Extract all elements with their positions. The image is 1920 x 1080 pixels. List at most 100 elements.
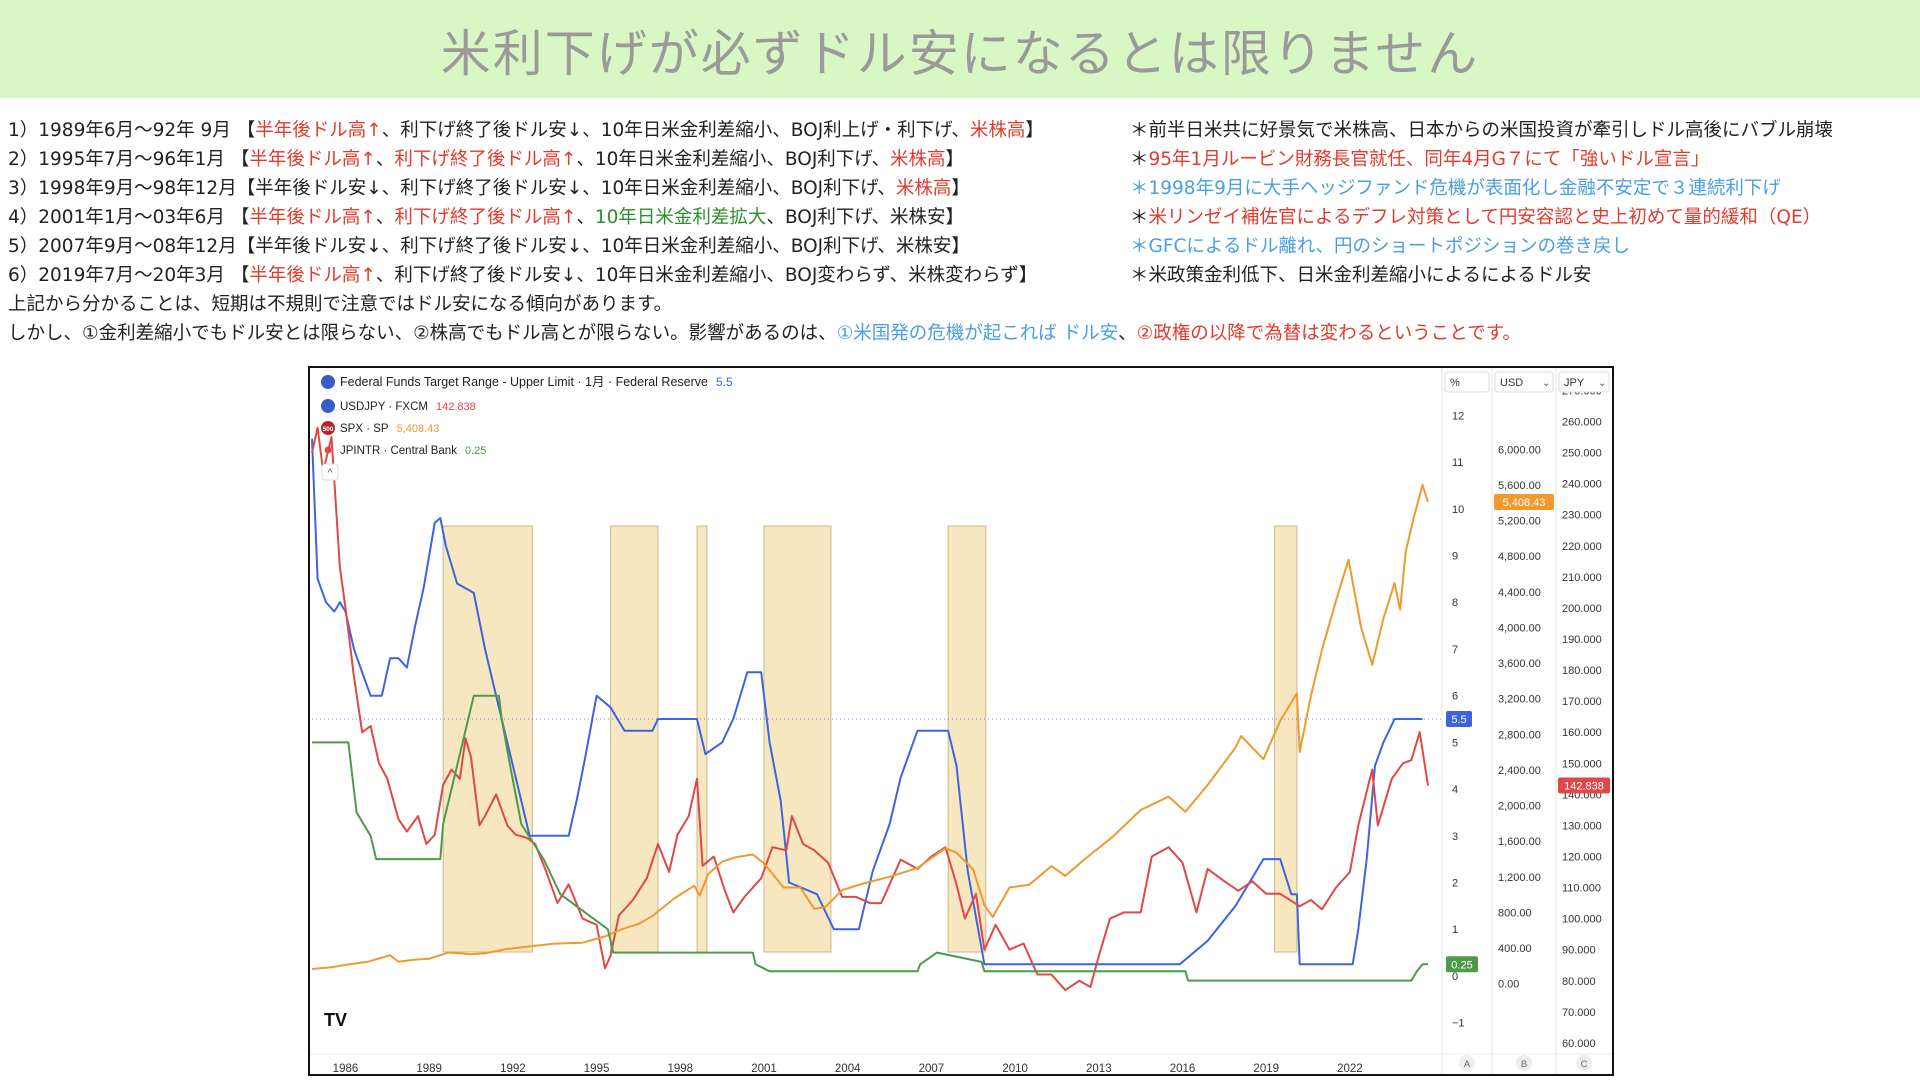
pct-axis-header: % — [1450, 377, 1460, 389]
pct-tick-label: 4 — [1452, 784, 1458, 796]
usd-tick-label: 5,200.00 — [1498, 516, 1541, 528]
x-tick-label: 2010 — [1002, 1063, 1028, 1074]
jpy-tick-label: 120.000 — [1562, 851, 1602, 863]
note-lhs: 6）2019年7月～20年3月 【半年後ドル高↑、利下げ終了後ドル安↓、10年日… — [8, 261, 1037, 290]
pct-tick-label: 2 — [1452, 878, 1458, 890]
note-segment: 利下げ終了後ドル高↑ — [394, 149, 577, 170]
chevron-down-icon: ⌄ — [1598, 378, 1606, 389]
jpy-tick-label: 230.000 — [1562, 510, 1602, 522]
spx-line — [311, 483, 1429, 970]
note-lhs: 2）1995年7月～96年1月 【半年後ドル高↑、利下げ終了後ドル高↑、10年日… — [8, 145, 964, 174]
ffr-price-label: 5.5 — [1451, 714, 1466, 726]
pct-tick-label: 6 — [1452, 691, 1458, 703]
note-segment: 】 — [945, 149, 965, 170]
note-segment: 4）2001年1月～03年6月 【 — [8, 207, 250, 228]
note-line-6: 6）2019年7月～20年3月 【半年後ドル高↑、利下げ終了後ドル安↓、10年日… — [8, 261, 1918, 290]
usd-tick-label: 2,000.00 — [1498, 801, 1541, 813]
note-segment: 、利下げ終了後ドル安↓、10年日米金利差縮小、BOJ変わらず、米株変わらず】 — [375, 265, 1038, 286]
jpy-tick-label: 180.000 — [1562, 665, 1602, 677]
note-segment: ＊米政策金利低下、日米金利差縮小によるによるドル安 — [1130, 265, 1592, 286]
note-segment: 1）1989年6月～92年 9月 【 — [8, 120, 256, 141]
note-rhs: ＊米リンゼイ補佐官によるデフレ対策として円安容認と史上初めて量的緩和（QE） — [1130, 203, 1821, 232]
pct-tick-label: 8 — [1452, 597, 1458, 609]
note-segment: 6）2019年7月～20年3月 【 — [8, 265, 250, 286]
chevron-down-icon: ⌄ — [1542, 378, 1550, 389]
shaded-period — [1274, 525, 1298, 953]
shaded-period — [610, 525, 659, 953]
flag-icon — [321, 375, 335, 389]
note-segment: ②政権の以降で為替は変わるということです。 — [1136, 323, 1521, 344]
note-segment: 、 — [576, 207, 595, 228]
title-banner: 米利下げが必ずドル安になるとは限りません — [0, 0, 1920, 98]
note-segment: 半年後ドル高↑ — [249, 265, 376, 286]
spx-price-tag — [1494, 493, 1554, 510]
jpintr-line — [312, 694, 1428, 982]
pct-tick-label: 11 — [1452, 457, 1463, 469]
note-segment: 、 — [375, 207, 395, 228]
shaded-period — [947, 525, 987, 953]
jpy-tick-label: 220.000 — [1562, 541, 1602, 553]
x-tick-label: 1992 — [500, 1063, 526, 1074]
note-segment: 2）1995年7月～96年1月 【 — [8, 149, 250, 170]
x-tick-label: 1998 — [667, 1063, 693, 1074]
usdjpy-line — [311, 426, 1429, 992]
jpy-tick-label: 200.000 — [1562, 603, 1602, 615]
legend-series-name: JPINTR · Central Bank — [340, 445, 457, 457]
x-tick-label: 2004 — [835, 1063, 861, 1074]
note-segment: ＊1998年9月に大手ヘッジファンド危機が表面化し金融不安定で３連続利下げ — [1130, 178, 1781, 199]
jpy-tick-label: 150.000 — [1562, 758, 1602, 770]
chart-svg: 1986 1989 1992 1995 1998 2001 2004 2007 2010 2013… — [310, 368, 1612, 1074]
note-segment: 5）2007年9月～08年12月【半年後ドル安↓、利下げ終了後ドル安↓、10年日… — [8, 236, 970, 257]
note-line-2: 2）1995年7月～96年1月 【半年後ドル高↑、利下げ終了後ドル高↑、10年日… — [8, 145, 1918, 174]
axis-footer-label: C — [1581, 1059, 1588, 1070]
usd-tick-label: 2,800.00 — [1498, 729, 1541, 741]
pct-tick-label: 10 — [1452, 504, 1464, 516]
note-rhs: ＊GFCによるドル離れ、円のショートポジションの巻き戻し — [1130, 232, 1630, 261]
legend-series-value: 142.838 — [436, 401, 476, 413]
note-line-8: しかし、①金利差縮小でもドル安とは限らない、②株高でもドル高とが限らない。影響が… — [8, 319, 1918, 348]
chevron-up-icon: ^ — [328, 468, 333, 479]
note-segment: 上記から分かることは、短期は不規則で注意ではドル安になる傾向があります。 — [8, 294, 673, 315]
legend-series-name: USDJPY · FXCM — [340, 401, 428, 413]
jpy-tick-label: 80.000 — [1562, 976, 1596, 988]
note-lhs: 4）2001年1月～03年6月 【半年後ドル高↑、利下げ終了後ドル高↑、10年日… — [8, 203, 964, 232]
tradingview-logo: TV — [324, 1010, 347, 1030]
usd-tick-label: 1,600.00 — [1498, 836, 1541, 848]
x-tick-label: 2019 — [1253, 1063, 1279, 1074]
note-line-3: 3）1998年9月～98年12月【半年後ドル安↓、利下げ終了後ドル安↓、10年日… — [8, 174, 1918, 203]
x-tick-label: 2013 — [1086, 1063, 1112, 1074]
usd-tick-label: 2,400.00 — [1498, 765, 1541, 777]
pct-tick-label: 12 — [1452, 410, 1464, 422]
note-segment: 米株高 — [969, 120, 1026, 141]
note-segment: 10年日米金利差拡大 — [594, 207, 767, 228]
note-segment: しかし、①金利差縮小でもドル安とは限らない、②株高でもドル高とが限らない。影響が… — [8, 323, 837, 344]
pct-tick-label: 0 — [1452, 971, 1458, 983]
jpy-axis-header-box — [1558, 371, 1610, 393]
note-segment: 】 — [951, 178, 970, 199]
jpy-tick-label: 190.000 — [1562, 634, 1602, 646]
note-segment: ＊ — [1130, 207, 1149, 228]
note-segment: 3）1998年9月～98年12月【半年後ドル安↓、利下げ終了後ドル安↓、10年日… — [8, 178, 896, 199]
ffr-line — [311, 438, 1423, 966]
shaded-period — [442, 525, 533, 953]
sp500-badge-text: 500 — [323, 426, 334, 433]
note-line-5: 5）2007年9月～08年12月【半年後ドル安↓、利下げ終了後ドル安↓、10年日… — [8, 232, 1918, 261]
note-segment: ①米国発の危機が起これば ドル安 — [836, 323, 1119, 344]
legend-series-name: Federal Funds Target Range - Upper Limit… — [340, 375, 708, 389]
note-segment: 利下げ終了後ドル高↑ — [394, 207, 577, 228]
usd-tick-label: 4,800.00 — [1498, 551, 1541, 563]
note-rhs: ＊米政策金利低下、日米金利差縮小によるによるドル安 — [1130, 261, 1591, 290]
pct-axis-header-box — [1444, 371, 1490, 393]
page-title: 米利下げが必ずドル安になるとは限りません — [440, 25, 1480, 83]
axis-footer-label: B — [1521, 1059, 1527, 1070]
sp500-badge-icon — [321, 421, 335, 435]
usd-tick-label: 5,600.00 — [1498, 480, 1541, 492]
x-tick-label: 1986 — [333, 1063, 359, 1074]
flag-dot-icon — [324, 446, 332, 454]
usd-axis-header: USD — [1500, 377, 1523, 389]
note-segment: 、利下げ終了後ドル安↓、10年日米金利差縮小、BOJ利上げ・利下げ、 — [381, 120, 970, 141]
note-rhs: ＊1998年9月に大手ヘッジファンド危機が表面化し金融不安定で３連続利下げ — [1130, 174, 1781, 203]
usdjpy-price-tag — [1558, 777, 1610, 794]
note-segment: 、10年日米金利差縮小、BOJ利下げ、 — [576, 149, 891, 170]
usdjpy-price-label: 142.838 — [1564, 781, 1604, 793]
